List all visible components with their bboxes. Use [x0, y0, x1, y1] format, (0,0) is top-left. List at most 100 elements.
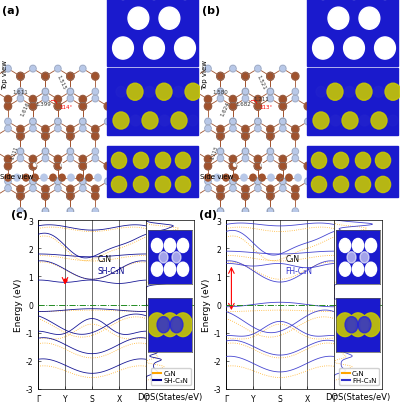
Circle shape — [267, 186, 274, 194]
Circle shape — [254, 103, 262, 111]
Circle shape — [232, 175, 238, 181]
Circle shape — [67, 73, 74, 81]
Circle shape — [17, 193, 24, 200]
Circle shape — [287, 163, 291, 168]
Circle shape — [277, 175, 283, 181]
Circle shape — [330, 116, 340, 126]
Circle shape — [55, 66, 61, 73]
Text: Side view: Side view — [200, 173, 234, 179]
Circle shape — [279, 163, 286, 171]
Circle shape — [42, 208, 49, 215]
Circle shape — [60, 163, 64, 168]
Circle shape — [67, 208, 74, 215]
Circle shape — [229, 156, 236, 164]
Circle shape — [286, 175, 292, 181]
Circle shape — [205, 119, 211, 126]
Circle shape — [255, 179, 261, 185]
Circle shape — [242, 193, 249, 200]
Circle shape — [17, 133, 24, 141]
Circle shape — [54, 103, 62, 111]
Circle shape — [292, 156, 298, 162]
Circle shape — [80, 119, 86, 126]
Circle shape — [311, 177, 327, 193]
Circle shape — [80, 179, 86, 185]
Circle shape — [280, 126, 286, 132]
Circle shape — [188, 116, 198, 126]
Circle shape — [92, 89, 98, 96]
Circle shape — [55, 179, 61, 185]
Circle shape — [55, 119, 61, 126]
Circle shape — [360, 116, 370, 126]
Circle shape — [67, 186, 74, 194]
Circle shape — [233, 163, 237, 168]
Circle shape — [30, 179, 36, 185]
Circle shape — [268, 175, 274, 181]
Circle shape — [113, 38, 134, 60]
Circle shape — [5, 119, 11, 126]
Circle shape — [267, 193, 274, 200]
Circle shape — [229, 215, 236, 223]
Circle shape — [371, 113, 387, 130]
Circle shape — [230, 119, 236, 126]
Circle shape — [242, 149, 249, 156]
Circle shape — [204, 215, 212, 223]
Circle shape — [359, 8, 380, 30]
Circle shape — [86, 175, 92, 181]
Circle shape — [42, 156, 49, 162]
Text: 1.111: 1.111 — [10, 145, 20, 160]
Circle shape — [267, 208, 274, 215]
Circle shape — [29, 156, 36, 164]
Circle shape — [77, 175, 83, 181]
Circle shape — [217, 96, 224, 102]
Circle shape — [267, 149, 274, 156]
Text: Top view: Top view — [2, 60, 8, 90]
Circle shape — [304, 163, 311, 171]
Circle shape — [144, 87, 154, 98]
Circle shape — [217, 193, 224, 200]
Text: 1.399: 1.399 — [35, 101, 51, 106]
Bar — [307, 0, 398, 67]
Circle shape — [192, 149, 199, 156]
Circle shape — [223, 175, 229, 181]
Circle shape — [42, 149, 49, 156]
X-axis label: DOS(States/eV): DOS(States/eV) — [325, 392, 391, 401]
Circle shape — [32, 175, 38, 181]
Circle shape — [229, 163, 236, 171]
Circle shape — [292, 208, 298, 215]
Text: 114°: 114° — [59, 104, 72, 109]
Circle shape — [192, 133, 199, 141]
Circle shape — [280, 66, 286, 73]
Circle shape — [104, 179, 111, 185]
Circle shape — [254, 215, 262, 223]
Circle shape — [17, 89, 24, 96]
Text: 1.580: 1.580 — [212, 90, 228, 94]
Circle shape — [30, 119, 36, 126]
Circle shape — [279, 215, 286, 223]
Circle shape — [17, 149, 24, 156]
Bar — [307, 69, 398, 136]
Circle shape — [267, 73, 274, 81]
Circle shape — [280, 119, 286, 126]
Circle shape — [267, 73, 274, 81]
Circle shape — [205, 175, 211, 181]
Circle shape — [55, 126, 61, 132]
Circle shape — [116, 87, 126, 98]
Circle shape — [17, 208, 24, 215]
Circle shape — [292, 186, 299, 194]
Circle shape — [54, 215, 62, 223]
X-axis label: DOS(States/eV): DOS(States/eV) — [137, 392, 203, 401]
Circle shape — [42, 149, 49, 156]
Legend: C₃N, FH-C₃N: C₃N, FH-C₃N — [340, 368, 378, 385]
Circle shape — [92, 149, 98, 156]
Circle shape — [214, 175, 220, 181]
Circle shape — [80, 119, 86, 126]
Circle shape — [92, 193, 99, 200]
Circle shape — [375, 38, 395, 60]
Circle shape — [328, 8, 349, 30]
Circle shape — [260, 163, 264, 168]
Circle shape — [80, 66, 86, 73]
Circle shape — [217, 149, 224, 156]
Circle shape — [17, 73, 24, 81]
Circle shape — [313, 38, 333, 60]
Circle shape — [254, 156, 262, 164]
